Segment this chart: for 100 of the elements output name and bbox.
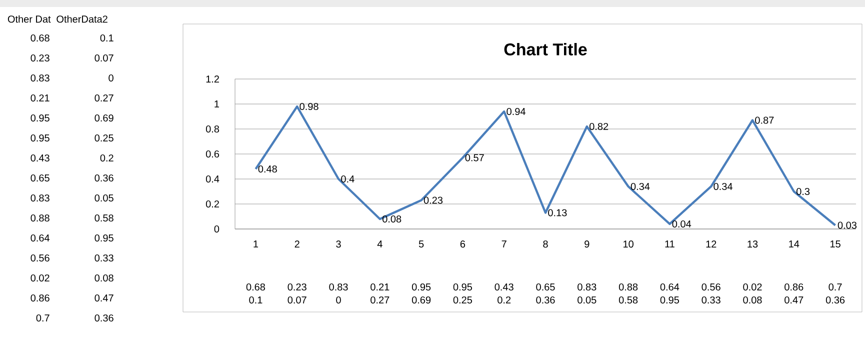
x-tick-label: 6	[460, 240, 466, 248]
text: 0.83	[578, 283, 596, 291]
data-label: 0.03	[838, 222, 857, 229]
text: 0.36	[536, 296, 555, 304]
text: 0.7	[828, 283, 842, 291]
text: 0.69	[412, 296, 431, 304]
text: Other Dat	[8, 15, 51, 23]
text: 0.95	[453, 283, 472, 291]
data-label: 0.82	[589, 122, 608, 130]
text: 0	[108, 74, 114, 82]
text: 0.43	[30, 154, 50, 162]
text: 0.95	[30, 114, 50, 122]
chart-title: Chart Title	[504, 42, 587, 56]
text: 0.2	[100, 154, 114, 162]
text: 0.58	[618, 296, 638, 304]
x-tick-label: 3	[336, 240, 341, 248]
text: 0.65	[536, 283, 555, 291]
data-label: 0.08	[382, 215, 402, 223]
x-tick-label: 9	[584, 240, 590, 248]
y-tick-label: 0.2	[206, 200, 219, 208]
text: 0.08	[94, 274, 114, 282]
text: 0.88	[618, 283, 638, 291]
text: 0.83	[30, 74, 50, 82]
text: 0	[336, 296, 341, 304]
text: 0.64	[660, 283, 680, 291]
text: 0.07	[288, 296, 306, 304]
text: 0.68	[30, 34, 50, 42]
x-tick-label: 5	[418, 240, 424, 248]
text: 0.83	[30, 194, 50, 202]
y-tick-label: 0.6	[206, 150, 220, 158]
line-series	[254, 105, 836, 226]
y-tick-label: 0.8	[206, 125, 220, 133]
x-tick-label: 2	[294, 240, 300, 248]
y-tick-label: 1	[214, 100, 219, 108]
text: 0.68	[246, 283, 266, 291]
text: 0.25	[453, 296, 472, 304]
text: 0.05	[94, 194, 114, 202]
data-label: 0.94	[506, 108, 526, 116]
data-label: 0.34	[714, 182, 732, 190]
text: 0.02	[30, 274, 50, 282]
text: 0.95	[660, 296, 680, 304]
x-tick-label: 14	[789, 240, 800, 248]
data-label: 0.87	[755, 116, 774, 124]
text: 0.64	[30, 234, 50, 242]
text: 0.33	[94, 254, 114, 262]
text: OtherData2	[56, 15, 108, 23]
y-tick-label: 0.4	[206, 175, 220, 183]
x-tick-label: 13	[748, 240, 758, 248]
x-tick-label: 1	[254, 240, 258, 248]
data-label: 0.3	[796, 188, 810, 196]
text: 0.1	[100, 34, 114, 42]
text: 0.33	[702, 296, 720, 304]
text: 0.1	[249, 296, 262, 304]
text: 0.86	[30, 294, 50, 302]
text: 0.2	[498, 296, 511, 304]
text: 0.25	[94, 134, 114, 142]
data-label: 0.4	[341, 175, 354, 183]
data-label: 0.13	[548, 209, 567, 216]
text: 0.43	[494, 283, 514, 291]
text: 0.36	[826, 296, 845, 304]
data-label: 0.57	[465, 154, 484, 162]
text: 0.27	[94, 94, 114, 102]
x-tick-label: 8	[543, 240, 548, 248]
text: 0.47	[94, 294, 114, 302]
text: 0.23	[30, 54, 50, 62]
text: 0.7	[36, 314, 50, 322]
text: 0.58	[94, 214, 114, 222]
y-tick-label: 0	[214, 225, 220, 233]
text: 0.36	[94, 314, 114, 322]
x-tick-label: 10	[624, 240, 634, 248]
text: 0.21	[30, 94, 50, 102]
text: 0.88	[30, 214, 50, 222]
text: 0.95	[94, 234, 114, 242]
text: 0.56	[702, 283, 720, 291]
text: 0.23	[288, 283, 306, 291]
text: 0.47	[784, 296, 804, 304]
text: 0.05	[578, 296, 596, 304]
x-tick-label: 12	[706, 240, 716, 248]
data-label: 0.23	[424, 196, 443, 204]
text: 0.36	[94, 174, 114, 182]
data-label: 0.48	[258, 165, 277, 173]
data-label: 0.34	[630, 182, 650, 190]
data-label: 0.04	[672, 220, 692, 228]
text: 0.83	[329, 283, 348, 291]
text: 0.86	[784, 283, 804, 291]
text: 0.95	[30, 134, 50, 142]
text: 0.65	[30, 174, 50, 182]
y-tick-label: 1.2	[206, 76, 219, 82]
text: 0.27	[370, 296, 390, 304]
data-label: 0.98	[300, 102, 318, 110]
text: 0.69	[94, 114, 114, 122]
text: 0.95	[412, 283, 431, 291]
text: 0.02	[743, 283, 762, 291]
text: 0.56	[30, 254, 50, 262]
x-tick-label: 4	[377, 240, 382, 248]
x-tick-label: 7	[502, 240, 506, 248]
text: 0.07	[94, 54, 114, 62]
x-tick-label: 11	[665, 240, 674, 248]
text: 0.08	[743, 296, 762, 304]
x-tick-label: 15	[830, 240, 840, 248]
